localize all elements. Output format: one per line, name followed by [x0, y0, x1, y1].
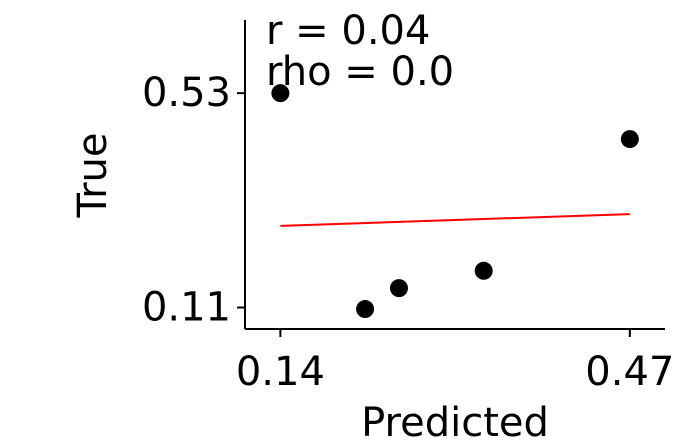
regression-line	[280, 213, 630, 227]
y-tick-label: 0.11	[142, 285, 231, 331]
scatter-point	[389, 279, 408, 298]
pearson-r-annotation: r = 0.04	[266, 8, 430, 54]
x-axis-label: Predicted	[361, 400, 549, 440]
scatter-point	[474, 261, 493, 280]
scatter-point	[271, 84, 290, 103]
scatter-point	[356, 300, 375, 319]
scatter-point	[620, 130, 639, 149]
spearman-rho-annotation: rho = 0.0	[266, 49, 454, 95]
x-tick-label: 0.47	[585, 349, 674, 395]
y-axis-label: True	[70, 133, 116, 219]
y-tick-label: 0.53	[142, 70, 231, 116]
data-points	[271, 84, 639, 319]
x-tick-label: 0.14	[236, 349, 325, 395]
